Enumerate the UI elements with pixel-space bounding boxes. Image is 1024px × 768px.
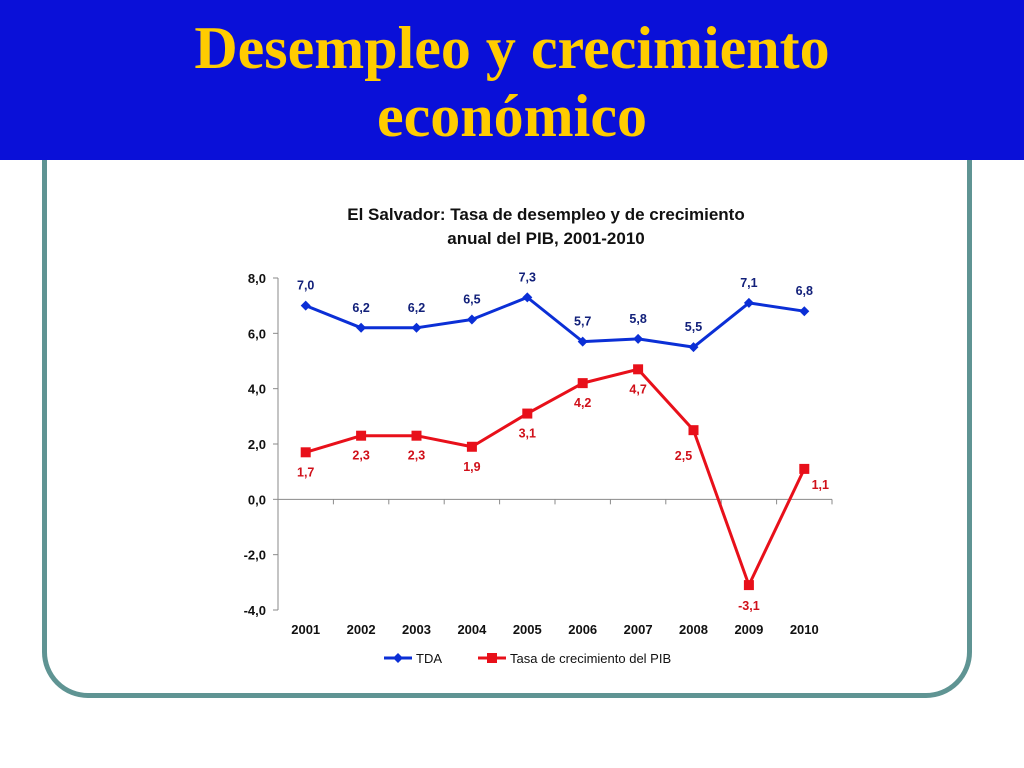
series-line — [305, 295, 805, 349]
data-point — [300, 447, 311, 458]
data-point — [300, 300, 311, 311]
data-label: 6,8 — [796, 284, 813, 298]
y-tick-label: 8,0 — [248, 271, 266, 286]
x-tick-label: 2005 — [513, 622, 542, 637]
data-label: 1,7 — [297, 465, 314, 479]
y-tick-label: 6,0 — [248, 326, 266, 341]
y-tick-label: 2,0 — [248, 437, 266, 452]
data-point — [356, 430, 367, 441]
data-point — [522, 408, 533, 419]
data-label: 3,1 — [519, 427, 536, 441]
data-point — [466, 314, 477, 325]
data-label: 4,7 — [629, 382, 646, 396]
data-label: 1,1 — [812, 478, 829, 492]
data-point — [688, 342, 699, 353]
x-tick-label: 2006 — [568, 622, 597, 637]
data-point — [356, 322, 367, 333]
data-label: 2,3 — [352, 449, 369, 463]
data-label: 1,9 — [463, 460, 480, 474]
data-point — [411, 430, 422, 441]
legend-label: TDA — [416, 651, 442, 666]
x-tick-label: 2002 — [347, 622, 376, 637]
data-point — [633, 364, 644, 375]
legend-marker — [393, 653, 403, 663]
y-tick-label: -2,0 — [244, 548, 266, 563]
series-pib: 1,7 2,3 2,3 1,9 3,1 4,2 4,7 2,5 -3,1 1,1 — [297, 364, 829, 613]
slide-title-line-1: Desempleo y crecimiento — [194, 15, 830, 81]
data-point — [577, 378, 588, 389]
data-label: -3,1 — [738, 599, 760, 613]
data-point — [688, 425, 699, 436]
y-tick-label: 0,0 — [248, 492, 266, 507]
data-point — [577, 336, 588, 347]
y-tick-label: 4,0 — [248, 382, 266, 397]
chart-title-line-2: anual del PIB, 2001-2010 — [447, 229, 645, 248]
chart-legend: TDA Tasa de crecimiento del PIB — [384, 651, 671, 666]
data-label: 5,7 — [574, 315, 591, 329]
data-point — [799, 463, 810, 474]
content-frame — [42, 110, 972, 698]
series-line — [305, 367, 806, 587]
data-label: 4,2 — [574, 396, 591, 410]
x-tick-label: 2008 — [679, 622, 708, 637]
data-point — [799, 306, 810, 317]
legend-item: Tasa de crecimiento del PIB — [478, 651, 671, 666]
y-tick-label: -4,0 — [244, 603, 266, 618]
data-label: 2,5 — [675, 449, 692, 463]
x-tick-label: 2010 — [790, 622, 819, 637]
legend-marker — [487, 653, 497, 663]
data-label: 7,3 — [519, 270, 536, 284]
x-tick-label: 2001 — [291, 622, 320, 637]
data-label: 6,2 — [352, 301, 369, 315]
data-label: 7,0 — [297, 279, 314, 293]
chart-title-line-1: El Salvador: Tasa de desempleo y de crec… — [347, 205, 744, 224]
data-point — [743, 297, 754, 308]
data-label: 5,5 — [685, 320, 702, 334]
x-tick-label: 2004 — [457, 622, 487, 637]
series-tda: 7,0 6,2 6,2 6,5 7,3 5,7 5,8 5,5 7,1 6,8 — [297, 270, 813, 353]
data-point — [522, 292, 533, 303]
x-tick-label: 2007 — [624, 622, 653, 637]
data-point — [466, 441, 477, 452]
slide-title-line-2: económico — [377, 83, 647, 149]
legend-item: TDA — [384, 651, 442, 666]
data-label: 5,8 — [629, 312, 646, 326]
legend-label: Tasa de crecimiento del PIB — [510, 651, 671, 666]
chart-axes: -4,0 -2,0 0,0 2,0 4,0 6,0 8,0 2001 2002 2003 2004 2… — [244, 271, 833, 637]
x-tick-label: 2009 — [734, 622, 763, 637]
data-point — [743, 580, 754, 591]
slide-title: Desempleo y crecimiento económico — [0, 14, 1024, 150]
data-label: 6,5 — [463, 293, 480, 307]
title-banner: Desempleo y crecimiento económico — [0, 0, 1024, 160]
chart-series: 7,06,2 6,26,57,35,7 5,85,57,16,81,72,3 2,31… — [297, 270, 829, 613]
data-point — [633, 333, 644, 344]
x-tick-label: 2003 — [402, 622, 431, 637]
data-label: 2,3 — [408, 449, 425, 463]
data-point — [411, 322, 422, 333]
data-label: 7,1 — [740, 276, 757, 290]
data-label: 6,2 — [408, 301, 425, 315]
